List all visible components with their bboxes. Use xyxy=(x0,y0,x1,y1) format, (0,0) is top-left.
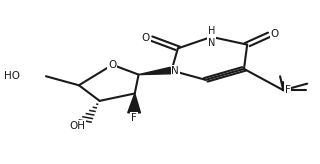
Text: N: N xyxy=(172,66,179,75)
Text: HO: HO xyxy=(4,71,20,81)
Text: F: F xyxy=(285,85,291,95)
Text: F: F xyxy=(131,113,137,123)
Text: O: O xyxy=(142,33,150,43)
Text: O: O xyxy=(270,29,279,39)
Text: H
N: H N xyxy=(208,26,215,48)
Polygon shape xyxy=(139,67,173,75)
Text: OH: OH xyxy=(69,121,85,131)
Polygon shape xyxy=(128,93,140,113)
Text: O: O xyxy=(108,60,116,70)
